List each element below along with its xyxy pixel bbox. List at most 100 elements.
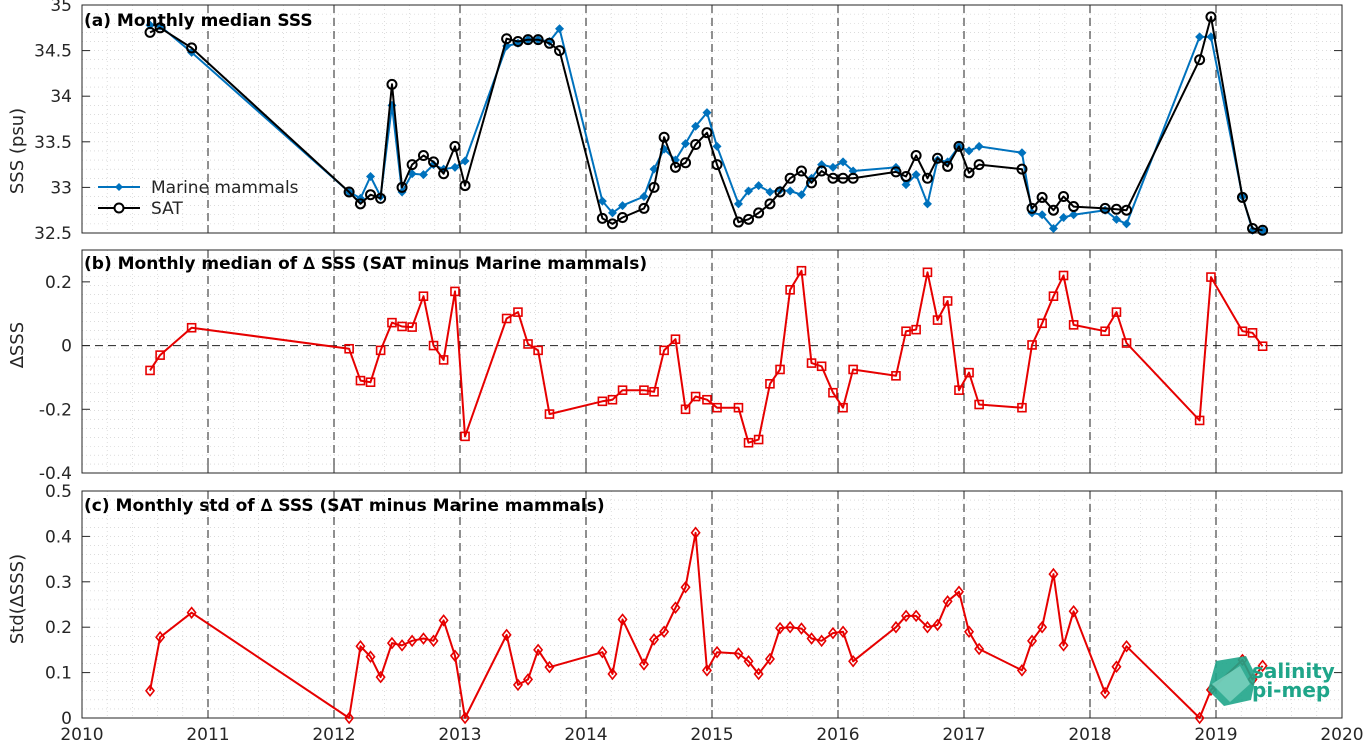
data-point (922, 199, 932, 209)
data-point (1110, 203, 1122, 215)
data-point (596, 212, 608, 224)
x-tick-label: 2020 (1320, 725, 1363, 745)
series-line (149, 15, 1263, 232)
data-point (953, 585, 964, 599)
y-tick-label: -0.4 (39, 464, 72, 484)
data-point (953, 140, 965, 152)
data-point (796, 190, 806, 200)
x-tick-label: 2019 (1194, 725, 1237, 745)
y-tick-label: 34 (50, 87, 72, 107)
data-point (438, 355, 449, 365)
data-point (460, 711, 471, 725)
data-point (765, 187, 775, 197)
series-layer (145, 265, 1268, 448)
data-point (775, 621, 786, 635)
data-point (1111, 214, 1121, 224)
data-point (838, 625, 849, 639)
data-point (796, 622, 807, 635)
data-point (365, 650, 376, 663)
data-point (649, 386, 659, 397)
data-point (827, 172, 839, 184)
data-point (701, 127, 713, 139)
data-point (827, 626, 838, 640)
y-tick-label: 34.5 (34, 42, 72, 62)
data-point (1016, 163, 1028, 175)
data-point (1236, 191, 1248, 203)
data-point (828, 162, 838, 172)
data-point (1048, 567, 1059, 581)
data-point (501, 628, 512, 642)
legend-label-sat: SAT (151, 199, 183, 219)
data-point (555, 24, 565, 34)
x-tick-label: 2010 (60, 725, 103, 745)
data-point (618, 201, 628, 211)
data-point (932, 618, 943, 632)
data-point (1058, 191, 1070, 203)
data-point (1194, 54, 1206, 66)
data-point (1047, 204, 1059, 216)
data-point (532, 34, 544, 46)
x-tick-label: 2012 (312, 725, 355, 745)
data-point (1069, 210, 1079, 220)
data-point (785, 186, 795, 196)
data-point (964, 625, 975, 639)
data-point (954, 385, 964, 395)
data-point (816, 634, 827, 648)
data-point (712, 141, 722, 151)
data-point (785, 620, 796, 634)
data-point (1100, 326, 1110, 337)
data-point (1121, 639, 1132, 653)
data-point (145, 684, 156, 698)
y-tick-label: 0 (61, 709, 72, 729)
data-point (355, 639, 366, 653)
legend-marker-marine-mammals (115, 183, 123, 191)
data-point (754, 181, 764, 191)
data-point (460, 431, 470, 442)
data-point (501, 33, 513, 45)
data-point (1099, 202, 1111, 214)
x-tick-label: 2018 (1068, 725, 1111, 745)
data-point (343, 186, 355, 198)
data-point (145, 365, 155, 376)
data-point (733, 402, 744, 413)
data-point (512, 678, 523, 692)
data-point (806, 632, 817, 645)
data-point (1037, 620, 1048, 634)
data-point (680, 580, 691, 594)
data-point (533, 345, 543, 356)
data-point (942, 160, 954, 172)
data-point (848, 654, 859, 668)
data-point (639, 385, 649, 395)
data-point (712, 402, 722, 413)
data-point (775, 364, 785, 375)
data-point (154, 22, 166, 34)
data-point (386, 78, 398, 90)
data-point (375, 345, 386, 356)
data-point (1206, 272, 1216, 282)
data-point (690, 391, 701, 402)
data-point (753, 434, 764, 445)
data-point (397, 639, 408, 652)
data-point (460, 156, 470, 166)
data-point (942, 296, 953, 306)
data-point (597, 645, 608, 659)
data-point (891, 371, 901, 381)
panel-c-title: (c) Monthly std of ∆ SSS (SAT minus Mari… (84, 496, 605, 516)
y-tick-label: -0.2 (39, 400, 72, 420)
data-point (932, 315, 943, 325)
data-point (900, 170, 912, 182)
y-tick-label: 0.2 (45, 618, 72, 638)
data-point (1237, 326, 1248, 337)
data-point (1195, 32, 1205, 42)
panel-b-ylabel: ∆SSS (7, 322, 28, 369)
logo-text-pi-mep: pi-mep (1252, 678, 1330, 702)
data-point (386, 636, 397, 650)
y-tick-label: 35 (50, 0, 72, 16)
data-point (659, 625, 670, 639)
data-point (355, 375, 366, 386)
x-tick-label: 2015 (690, 725, 733, 745)
data-point (512, 35, 524, 47)
data-point (1048, 223, 1058, 233)
panel-a-ylabel: SSS (psu) (7, 108, 28, 194)
